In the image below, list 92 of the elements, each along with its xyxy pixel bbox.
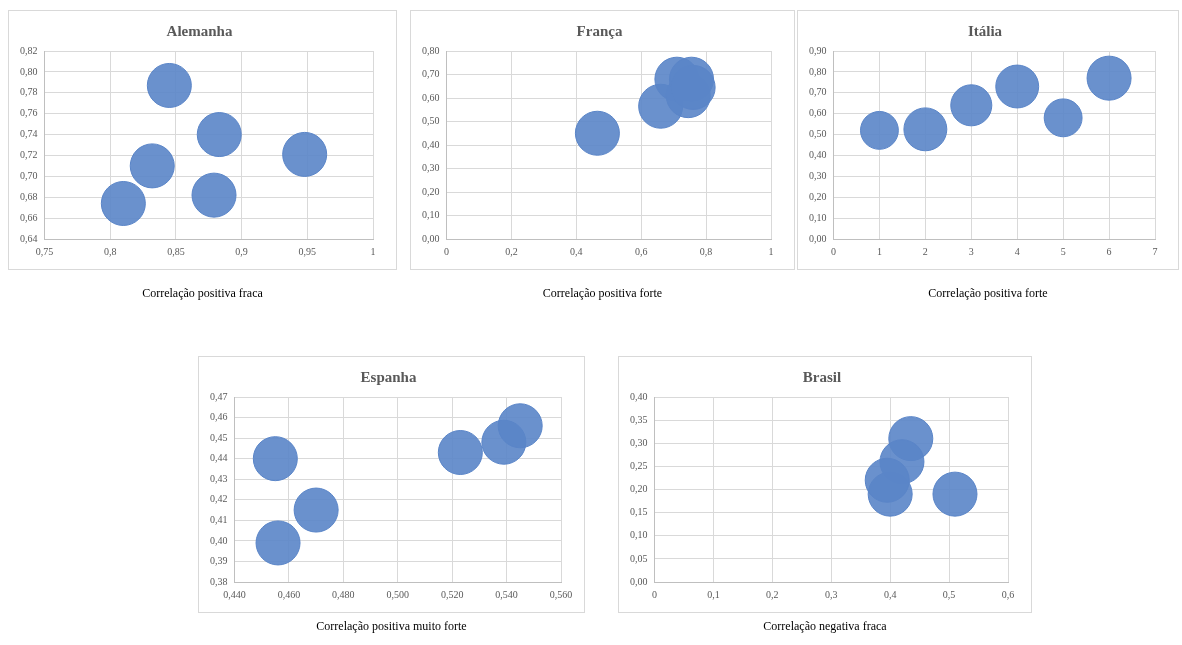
y-tick-label: 0,76 <box>20 107 38 119</box>
y-tick-label: 0,10 <box>630 529 648 541</box>
y-tick-label: 0,64 <box>20 232 38 244</box>
x-tick-label: 5 <box>1060 245 1066 257</box>
y-tick-label: 0,30 <box>809 169 827 181</box>
chart-title: França <box>576 22 623 39</box>
y-tick-label: 0,74 <box>20 128 38 140</box>
y-tick-label: 0,40 <box>630 390 648 402</box>
chart-title: Espanha <box>360 368 417 385</box>
x-tick-label: 0,6 <box>634 245 648 257</box>
y-tick-label: 0,41 <box>210 513 228 525</box>
y-tick-label: 0,60 <box>422 91 440 103</box>
x-tick-label: 0,75 <box>35 245 54 257</box>
y-tick-label: 0,20 <box>809 190 827 202</box>
text: Correlação positiva muito forte <box>315 619 468 634</box>
y-tick-label: 0,30 <box>630 436 648 448</box>
y-tick-label: 0,50 <box>422 115 440 127</box>
x-tick-label: 0,460 <box>277 588 301 600</box>
y-tick-label: 0,66 <box>20 211 38 223</box>
y-tick-label: 0,40 <box>422 138 440 150</box>
y-tick-label: 0,82 <box>20 44 38 56</box>
x-tick-label: 0 <box>652 588 657 600</box>
x-tick-label: 0,85 <box>167 245 185 257</box>
y-tick-label: 0,42 <box>210 493 228 505</box>
x-tick-label: 0,95 <box>298 245 317 257</box>
x-tick-label: 0,440 <box>223 588 246 600</box>
x-tick-label: 2 <box>922 245 928 257</box>
y-tick-label: 0,40 <box>809 149 827 161</box>
y-tick-label: 0,40 <box>210 534 228 546</box>
text: Correlação positiva fraca <box>141 286 264 301</box>
y-tick-label: 0,70 <box>809 86 827 98</box>
x-tick-label: 0,480 <box>332 588 355 600</box>
y-tick-label: 0,00 <box>422 232 440 244</box>
text: Correlação positiva forte <box>927 286 1049 301</box>
x-tick-label: 0,8 <box>699 245 713 257</box>
x-tick-label: 4 <box>1014 245 1020 257</box>
x-tick-label: 0,540 <box>495 588 518 600</box>
y-tick-label: 0,39 <box>210 555 228 567</box>
y-tick-label: 0,00 <box>809 232 827 244</box>
x-tick-label: 3 <box>968 245 974 257</box>
y-tick-label: 0,15 <box>630 506 648 518</box>
x-tick-label: 0,5 <box>942 588 956 600</box>
y-tick-label: 0,00 <box>630 575 648 587</box>
x-tick-label: 1 <box>370 245 376 257</box>
y-tick-label: 0,68 <box>20 190 38 202</box>
x-tick-label: 0,2 <box>505 245 518 257</box>
y-tick-label: 0,80 <box>809 65 827 77</box>
y-tick-label: 0,70 <box>422 68 440 80</box>
y-tick-label: 0,80 <box>20 65 38 77</box>
y-tick-label: 0,90 <box>809 44 827 56</box>
x-tick-label: 0,560 <box>549 588 573 600</box>
y-tick-label: 0,05 <box>630 552 648 564</box>
y-tick-label: 0,78 <box>20 86 38 98</box>
chart-title: Itália <box>967 22 1003 39</box>
y-tick-label: 0,30 <box>422 162 440 174</box>
x-tick-label: 0,2 <box>766 588 779 600</box>
y-tick-label: 0,47 <box>210 390 228 402</box>
x-tick-label: 0,3 <box>825 588 838 600</box>
y-tick-label: 0,50 <box>809 128 827 140</box>
y-tick-label: 0,25 <box>630 460 648 471</box>
y-tick-label: 0,60 <box>809 107 827 119</box>
x-tick-label: 6 <box>1106 245 1112 257</box>
x-tick-label: 1 <box>768 245 774 257</box>
x-tick-label: 1 <box>876 245 882 257</box>
text: Correlação negativa fraca <box>762 619 888 634</box>
x-tick-label: 0,6 <box>1001 588 1015 600</box>
y-tick-label: 0,43 <box>210 472 228 484</box>
y-tick-label: 0,70 <box>20 169 38 181</box>
x-tick-label: 0,4 <box>883 588 897 600</box>
y-tick-label: 0,45 <box>210 431 228 443</box>
y-tick-label: 0,80 <box>422 44 440 56</box>
x-tick-label: 0 <box>831 245 836 257</box>
y-tick-label: 0,38 <box>210 575 228 587</box>
y-tick-label: 0,35 <box>630 413 648 425</box>
x-tick-label: 0,1 <box>707 588 720 600</box>
x-tick-label: 0,500 <box>386 588 409 600</box>
chart-title: Brasil <box>802 368 842 385</box>
y-tick-label: 0,20 <box>422 185 440 197</box>
x-tick-label: 0,9 <box>235 245 248 257</box>
y-tick-label: 0,72 <box>20 149 38 161</box>
y-tick-label: 0,44 <box>210 452 228 464</box>
x-tick-label: 0,4 <box>570 245 583 257</box>
x-tick-label: 7 <box>1152 245 1158 257</box>
x-tick-label: 0,8 <box>103 245 117 257</box>
chart-title: Alemanha <box>166 22 233 39</box>
y-tick-label: 0,10 <box>422 209 440 221</box>
y-tick-label: 0,46 <box>210 411 228 423</box>
y-tick-label: 0,10 <box>809 211 827 223</box>
x-tick-label: 0 <box>444 245 449 257</box>
text: Correlação positiva forte <box>541 286 664 301</box>
y-tick-label: 0,20 <box>630 483 648 495</box>
x-tick-label: 0,520 <box>440 588 464 600</box>
